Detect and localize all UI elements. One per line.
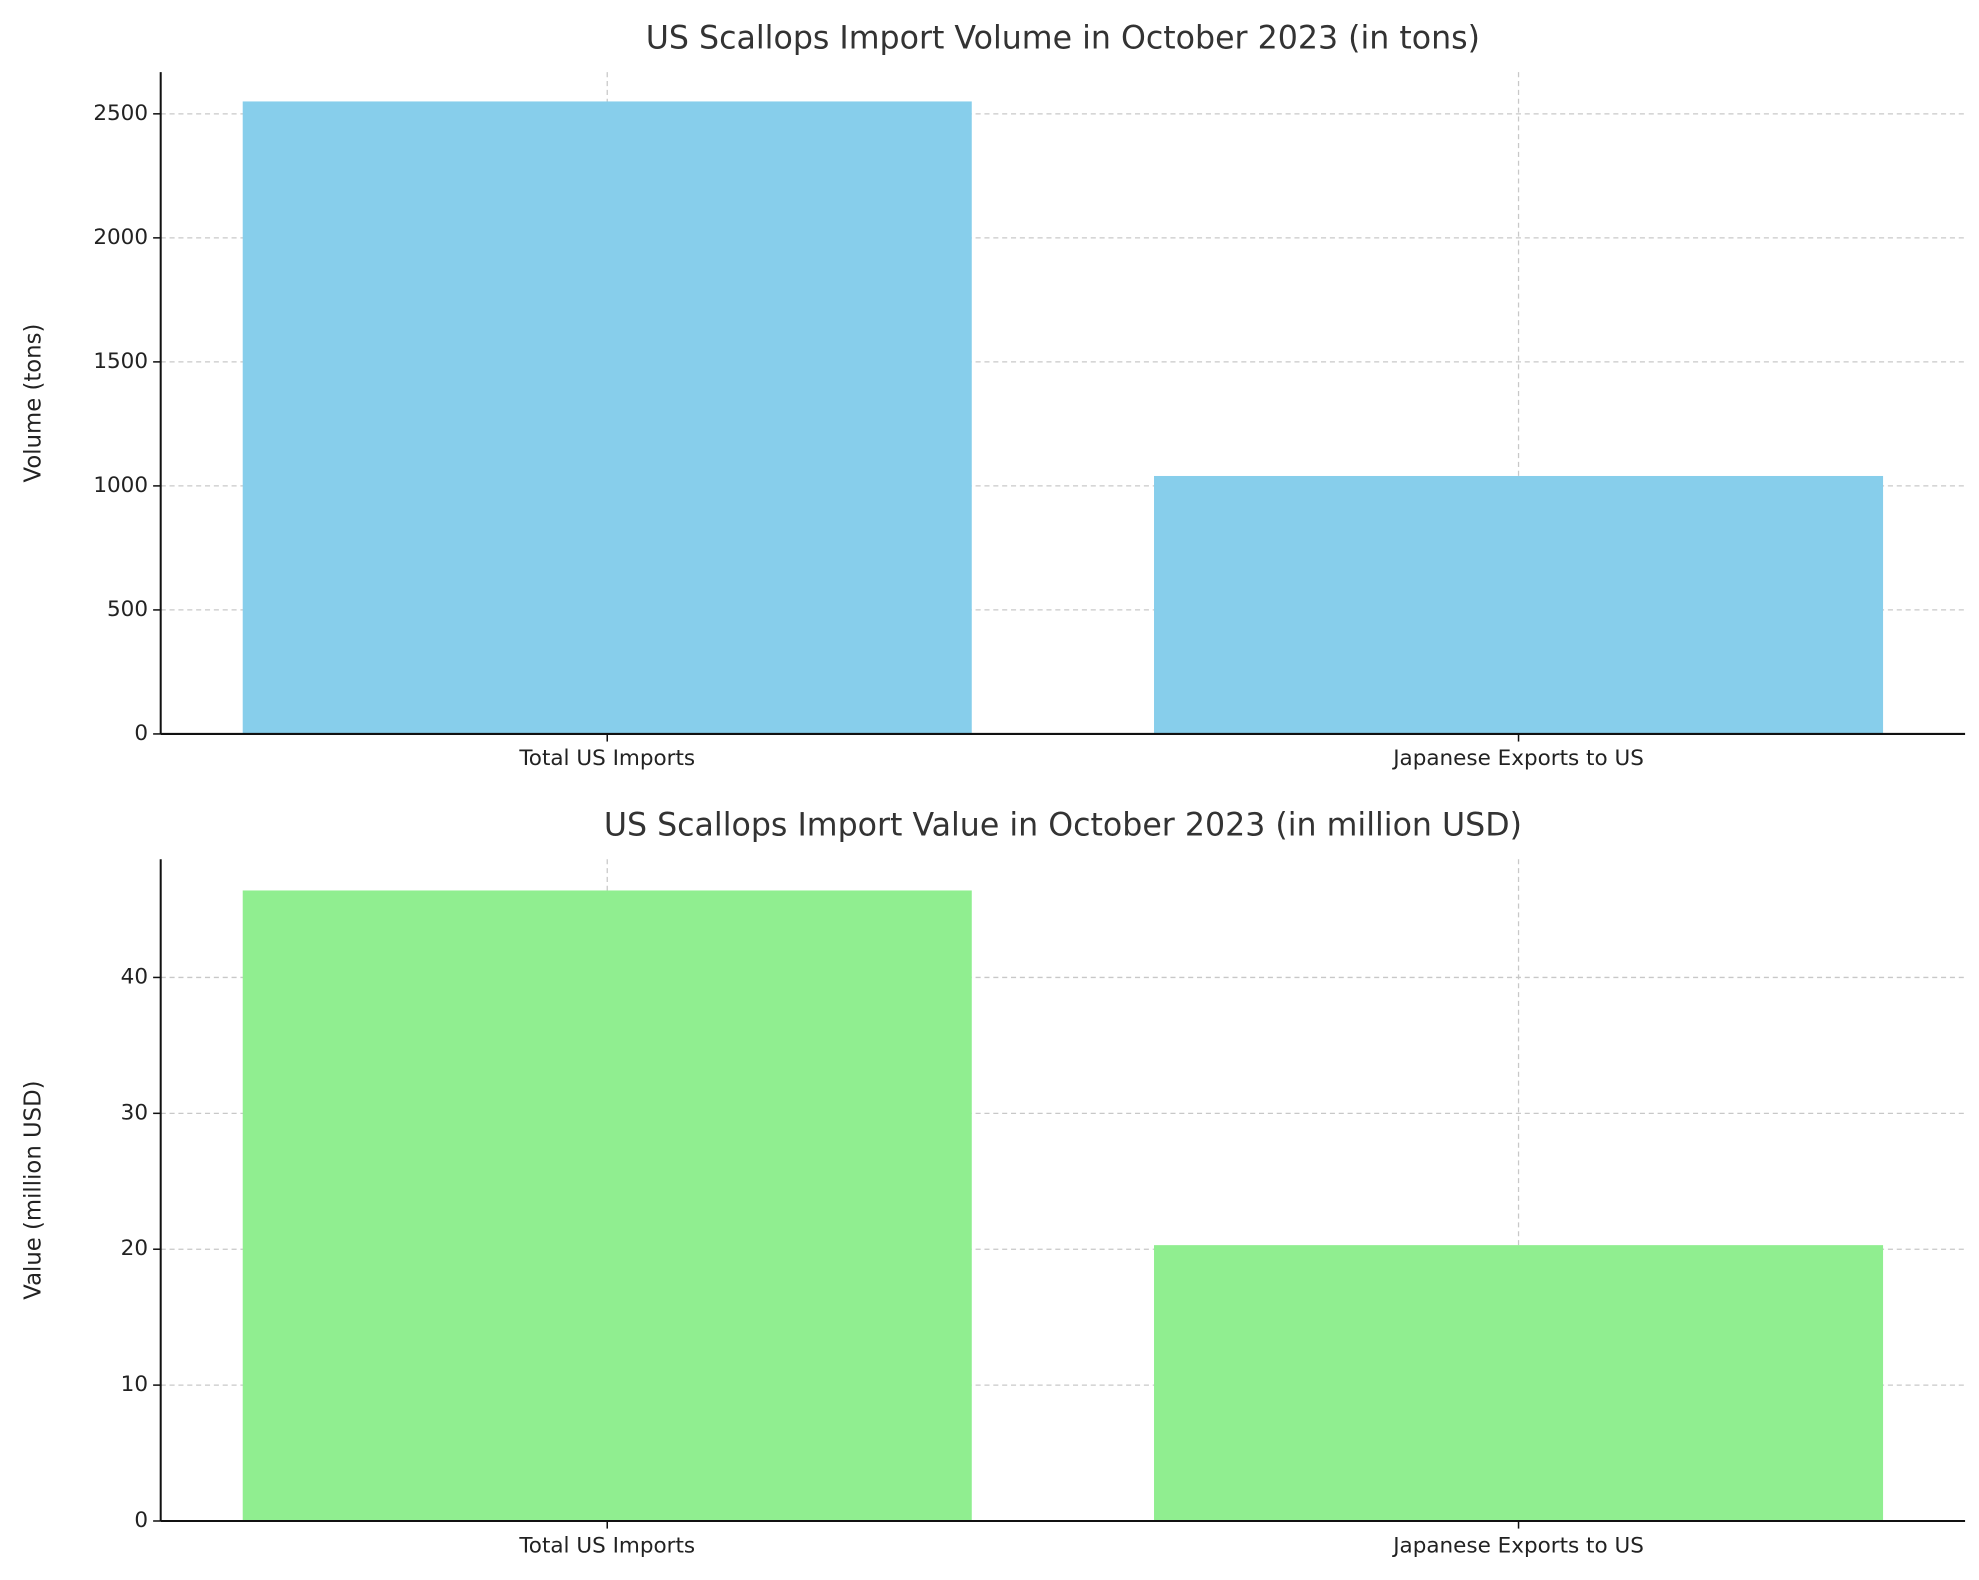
y-tick-label: 20 [121,1236,148,1261]
y-tick-label: 2500 [93,101,148,126]
x-tick-label: Total US Imports [518,1533,695,1558]
x-tick-label: Japanese Exports to US [1391,746,1644,771]
chart-title: US Scallops Import Volume in October 202… [646,20,1480,56]
y-tick-label: 1000 [93,473,148,498]
x-tick-label: Japanese Exports to US [1391,1533,1644,1558]
bar [242,101,972,734]
y-tick-label: 0 [134,1508,148,1533]
x-tick-label: Total US Imports [518,746,695,771]
y-axis-label: Volume (tons) [21,324,47,483]
y-tick-label: 0 [134,721,148,746]
bar [1154,1245,1884,1521]
y-tick-label: 500 [107,597,148,622]
y-tick-label: 10 [121,1372,148,1397]
y-tick-label: 40 [121,964,148,989]
bar [242,890,972,1521]
y-tick-label: 2000 [93,225,148,250]
bar [1154,475,1884,734]
chart-title: US Scallops Import Value in October 2023… [604,807,1522,843]
y-axis-label: Value (million USD) [21,1080,47,1299]
y-tick-label: 30 [121,1100,148,1125]
y-tick-label: 1500 [93,349,148,374]
